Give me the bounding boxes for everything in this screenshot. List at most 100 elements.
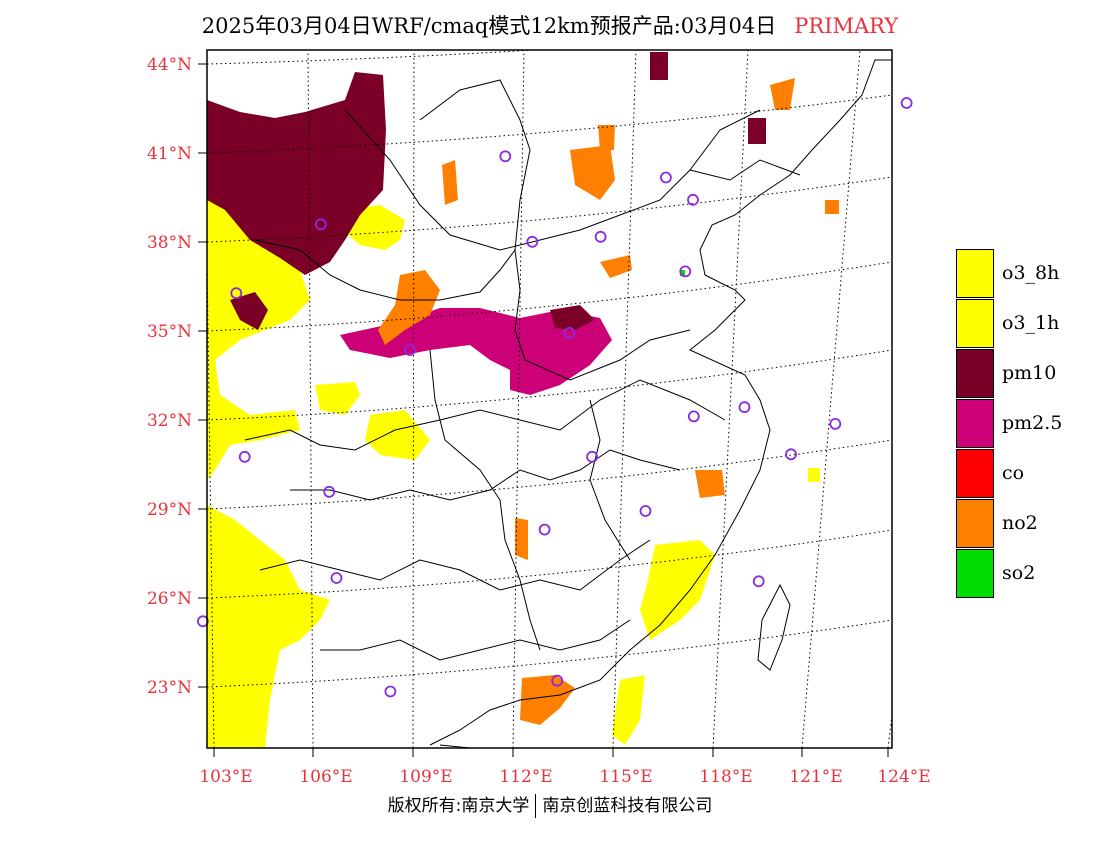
lon-label-103e: 103°E [199,767,252,787]
parallel-44n [207,50,542,65]
lat-label-44n: 44°N [147,55,192,75]
parallel-41n [207,94,892,154]
latitude-labels: 44°N 41°N 38°N 35°N 32°N 29°N 26°N 23°N [147,55,192,698]
station-marker [738,401,751,414]
meridian-112e [512,50,525,748]
station-marker [499,150,512,163]
map-frame [206,49,893,749]
parallel-23n [207,619,892,688]
no2-speck-korea [825,200,839,214]
parallel-38n [207,176,892,243]
legend-label: so2 [1002,562,1036,584]
parallel-26n [207,529,892,599]
no2-region-shanxi [442,160,458,205]
o3-region-fujian [640,540,715,640]
meridian-121e [801,50,861,748]
lat-label-23n: 23°N [147,678,192,698]
footer-divider [535,794,537,818]
meridian-109e [412,50,415,748]
station-marker [563,326,576,339]
lon-label-124e: 124°E [877,767,930,787]
province-line-8 [429,349,541,651]
legend-label: no2 [1002,512,1038,534]
title-tag: PRIMARY [794,14,899,38]
taiwan-outline [757,583,791,671]
province-line-11 [689,159,801,181]
station-marker [538,523,551,536]
no2-region-liaoning [770,78,795,110]
o3-speck-taiwan [808,468,820,482]
pm10-region-gansu [230,292,268,330]
station-marker [238,450,251,463]
station-marker [330,572,343,584]
lon-label-121e: 121°E [789,767,842,787]
coastline [429,59,892,746]
province-line-7 [320,619,631,661]
station-marker [639,505,652,517]
o3-region-ordos [345,205,405,250]
pollutant-regions [207,52,839,748]
station-marker [829,417,842,430]
meridian-118e [712,50,749,748]
copyright-right: 南京创蓝科技有限公司 [542,796,713,816]
o3-region-sichuan [315,382,360,415]
province-line-5 [290,449,681,501]
station-marker [526,235,539,248]
pm10-region-inner-mongolia [207,72,386,275]
no2-region-shandong [600,255,632,278]
province-line-6 [259,539,651,591]
station-marker [687,193,699,206]
lat-label-38n: 38°N [147,233,192,253]
longitude-labels: 103°E 106°E 109°E 112°E 115°E 118°E 121°… [199,767,930,787]
legend-item-pm10: pm10 [956,349,1096,399]
parallel-29n [207,439,892,510]
legend-item-o3-8h: o3_8h [956,249,1096,299]
legend-item-co: co [956,449,1096,499]
pm25-region-central [340,308,612,395]
station-marker [679,265,692,278]
station-marker [323,485,336,498]
station-marker [403,344,416,357]
meridian-106e [307,50,314,748]
graticule [207,50,892,748]
legend-swatch [956,349,994,398]
pm10-speck-liaoning [748,118,766,144]
no2-region-hunan [515,518,528,560]
station-marker [660,171,672,184]
station-marker [551,674,564,687]
station-markers [196,97,913,698]
pm10-region-henan [550,305,595,330]
lon-label-118e: 118°E [699,767,752,787]
no2-region-pearl-delta [520,675,575,725]
legend-label: pm10 [1002,362,1057,384]
station-marker [586,450,598,463]
map-title: 2025年03月04日WRF/cmaq模式12km预报产品:03月04日 PRIM… [0,10,1100,40]
copyright-footer: 版权所有:南京大学 南京创蓝科技有限公司 [0,791,1100,818]
station-marker [196,615,209,628]
legend-item-o3-1h: o3_1h [956,299,1096,349]
parallel-35n [207,261,892,332]
legend-item-so2: so2 [956,549,1096,599]
parallel-32n [207,349,892,421]
legend-swatch [956,299,994,348]
copyright-left: 版权所有:南京大学 [387,796,530,816]
no2-region-jiangxi [695,470,725,498]
province-line-4 [244,379,726,451]
station-marker [900,97,913,109]
legend-swatch [956,399,994,448]
station-marker [752,575,765,588]
title-main: 2025年03月04日WRF/cmaq模式12km预报产品:03月04日 [201,14,777,38]
province-line-1 [344,109,761,251]
province-line-3 [514,249,691,381]
legend-label: o3_8h [1002,262,1060,284]
lat-label-32n: 32°N [147,411,192,431]
lat-label-29n: 29°N [147,500,192,520]
lat-label-35n: 35°N [147,322,192,342]
province-line-10 [419,79,531,251]
tick-marks [198,63,889,757]
pm10-speck-northeast [650,52,668,80]
province-line-9 [589,399,631,561]
legend-swatch [956,249,994,298]
lon-label-112e: 112°E [499,767,552,787]
